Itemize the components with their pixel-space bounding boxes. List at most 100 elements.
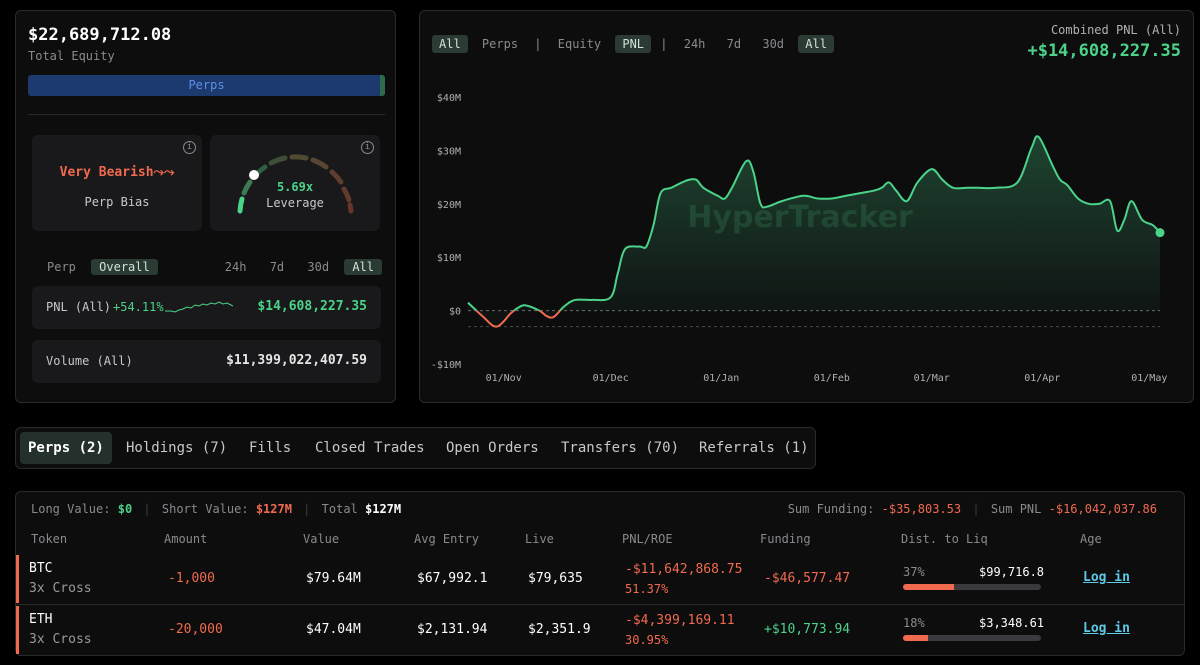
x-tick-label: 01/Feb	[814, 373, 850, 384]
chart-filter-perps[interactable]: Perps	[481, 37, 519, 51]
pnl-value: -$11,642,868.75	[625, 562, 743, 577]
chart-filter-7d[interactable]: 7d	[726, 37, 742, 51]
chart-filter-equity[interactable]: Equity	[557, 37, 602, 51]
filter-7d[interactable]: 7d	[269, 260, 285, 274]
tab-perps[interactable]: Perps (2)	[20, 432, 112, 464]
total-equity-value: $22,689,712.08	[28, 25, 172, 45]
x-tick-label: 01/Mar	[914, 373, 950, 384]
leverage-value: 5.69x	[276, 180, 314, 194]
filter-24h[interactable]: 24h	[224, 260, 247, 274]
sum-pnl-value: -$16,042,037.86	[1048, 502, 1157, 516]
liq-distance-bar	[903, 635, 1041, 641]
leverage-gauge	[237, 154, 354, 214]
divider	[28, 114, 385, 115]
perp-bias-label: Perp Bias	[84, 195, 150, 209]
liq-percent: 18%	[903, 616, 925, 630]
x-tick-label: 01/Nov	[486, 373, 522, 384]
table-row[interactable]: BTC 3x Cross -1,000 $79.64M $67,992.1 $7…	[16, 555, 1184, 603]
pnl-value: -$4,399,169.11	[625, 613, 735, 628]
chart-filter-all-assets[interactable]: All	[432, 35, 468, 53]
position-summary: Long Value: $0 | Short Value: $127M | To…	[31, 502, 402, 516]
filter-overall[interactable]: Overall	[91, 259, 158, 275]
x-tick-label: 01/Apr	[1024, 373, 1060, 384]
login-link[interactable]: Log in	[1083, 570, 1130, 585]
last-point-marker	[1155, 228, 1165, 238]
info-icon[interactable]: i	[361, 141, 374, 154]
token-symbol: BTC	[29, 561, 53, 576]
avg-entry-price: $67,992.1	[417, 571, 488, 586]
header-dist-to-liq: Dist. to Liq	[901, 532, 988, 546]
funding-value: +$10,773.94	[764, 622, 851, 637]
info-icon[interactable]: i	[183, 141, 196, 154]
perp-bias-value: Very Bearish⤳⤳	[59, 165, 175, 180]
position-amount: -20,000	[168, 622, 223, 637]
combined-pnl-value: +$14,608,227.35	[1027, 41, 1181, 61]
position-tabs: Perps (2) Holdings (7) Fills Closed Trad…	[15, 427, 816, 469]
account-summary-panel: $22,689,712.08 Total Equity Perps i Very…	[15, 10, 396, 403]
short-side-marker	[16, 606, 19, 654]
chart-filter-row: All Perps | Equity PNL | 24h 7d 30d All	[432, 35, 834, 53]
tab-holdings[interactable]: Holdings (7)	[126, 440, 228, 456]
tab-fills[interactable]: Fills	[249, 440, 292, 456]
positions-panel: Long Value: $0 | Short Value: $127M | To…	[15, 491, 1185, 656]
combined-pnl-label: Combined PNL (All)	[1050, 23, 1181, 37]
margin-mode: 3x Cross	[29, 632, 92, 647]
liq-percent: 37%	[903, 565, 925, 579]
pnl-chart-panel: $40M $30M $20M $10M $0 -$10M 01/Nov 01/Dec 01/Ja…	[419, 10, 1194, 403]
filter-all[interactable]: All	[344, 259, 382, 275]
sum-funding-label: Sum Funding:	[787, 502, 875, 516]
total-value-label: Total	[321, 502, 358, 516]
pnl-chart[interactable]: $40M $30M $20M $10M $0 -$10M 01/Nov 01/Dec 01/Ja…	[420, 11, 1195, 404]
roe-value: 30.95%	[625, 633, 669, 647]
volume-label: Volume (All)	[46, 354, 133, 368]
pnl-label: PNL (All)	[46, 300, 112, 314]
header-avg-entry: Avg Entry	[414, 532, 480, 546]
volume-card: Volume (All) $11,399,022,407.59	[32, 340, 381, 383]
pnl-line-positive	[467, 135, 1161, 311]
table-row[interactable]: ETH 3x Cross -20,000 $47.04M $2,131.94 $…	[16, 606, 1184, 654]
y-tick-label: $40M	[437, 93, 461, 104]
login-link[interactable]: Log in	[1083, 621, 1130, 636]
tab-closed-trades[interactable]: Closed Trades	[315, 440, 425, 456]
leverage-card: i 5.69x Leverage	[210, 135, 380, 231]
chart-filter-30d[interactable]: 30d	[762, 37, 785, 51]
y-tick-label: -$10M	[431, 360, 461, 371]
y-tick-label: $20M	[437, 200, 461, 211]
pnl-area	[468, 136, 1160, 327]
row-divider	[16, 604, 1184, 605]
allocation-bar-label: Perps	[188, 78, 225, 92]
x-tick-label: 01/Jan	[703, 373, 739, 384]
liq-bar-fill	[903, 635, 928, 641]
avg-entry-price: $2,131.94	[417, 622, 488, 637]
tab-open-orders[interactable]: Open Orders	[446, 440, 539, 456]
header-live: Live	[525, 532, 554, 546]
margin-mode: 3x Cross	[29, 581, 92, 596]
position-amount: -1,000	[168, 571, 215, 586]
chart-filter-pnl[interactable]: PNL	[615, 35, 652, 53]
position-value: $79.64M	[306, 571, 361, 586]
short-value-label: Short Value:	[161, 502, 249, 516]
chart-filter-all-time[interactable]: All	[798, 35, 834, 53]
left-filter-row: Perp Overall 24h 7d 30d All	[39, 259, 382, 277]
long-value: $0	[117, 502, 133, 516]
header-amount: Amount	[164, 532, 208, 546]
liq-price: $99,716.8	[979, 565, 1045, 579]
tab-transfers[interactable]: Transfers (70)	[561, 440, 680, 456]
sum-funding-value: -$35,803.53	[881, 502, 962, 516]
y-tick-label: $30M	[437, 146, 461, 157]
header-value: Value	[303, 532, 340, 546]
header-age: Age	[1080, 532, 1102, 546]
token-symbol: ETH	[29, 612, 53, 627]
short-side-marker	[16, 555, 19, 603]
chart-filter-24h[interactable]: 24h	[683, 37, 706, 51]
header-pnl-roe: PNL/ROE	[622, 532, 673, 546]
live-price: $2,351.9	[528, 622, 591, 637]
filter-30d[interactable]: 30d	[307, 260, 330, 274]
liq-distance-bar	[903, 584, 1041, 590]
tab-referrals[interactable]: Referrals (1)	[699, 440, 809, 456]
pnl-card: PNL (All) +54.11% $14,608,227.35	[32, 286, 381, 329]
x-tick-label: 01/May	[1131, 373, 1167, 384]
allocation-bar: Perps	[28, 75, 385, 96]
filter-perp[interactable]: Perp	[47, 260, 76, 274]
separator: |	[534, 37, 542, 51]
